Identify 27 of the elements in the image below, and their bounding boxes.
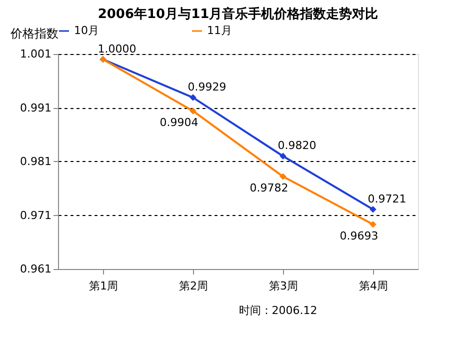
- point: [280, 173, 286, 180]
- x-tick-label: 第2周: [179, 280, 208, 292]
- data-label: 1.0000: [98, 42, 136, 56]
- data-label: 0.9929: [188, 80, 226, 94]
- text: 时间：2006.12: [238, 304, 318, 317]
- legend-label: 11月: [207, 24, 232, 37]
- data-label: 0.9782: [250, 182, 288, 195]
- point: [370, 221, 376, 228]
- y-tick-label: 1.001: [20, 48, 52, 60]
- point: [370, 206, 376, 213]
- data-label: 0.9721: [368, 192, 406, 206]
- point: [190, 94, 196, 101]
- y-tick-label: 0.981: [20, 155, 52, 168]
- y-tick-label: 0.991: [20, 101, 52, 114]
- x-tick-label: 第3周: [269, 280, 298, 292]
- point: [280, 152, 286, 160]
- point: [190, 108, 196, 114]
- y-tick-label: 0.961: [20, 262, 52, 276]
- data-label: 0.9693: [340, 229, 378, 242]
- chart-title: 2006年10月与11月音乐手机价格指数走势对比: [98, 6, 378, 22]
- x-tick-label: 第1周: [89, 280, 118, 292]
- x-tick-label: 第4周: [359, 280, 388, 292]
- data-label: 0.9904: [160, 116, 198, 129]
- data-label: 0.9820: [278, 139, 316, 152]
- y-tick-label: 0.971: [20, 208, 52, 222]
- legend-label: 10月: [74, 24, 99, 37]
- y-axis-title: 价格指数: [10, 26, 58, 40]
